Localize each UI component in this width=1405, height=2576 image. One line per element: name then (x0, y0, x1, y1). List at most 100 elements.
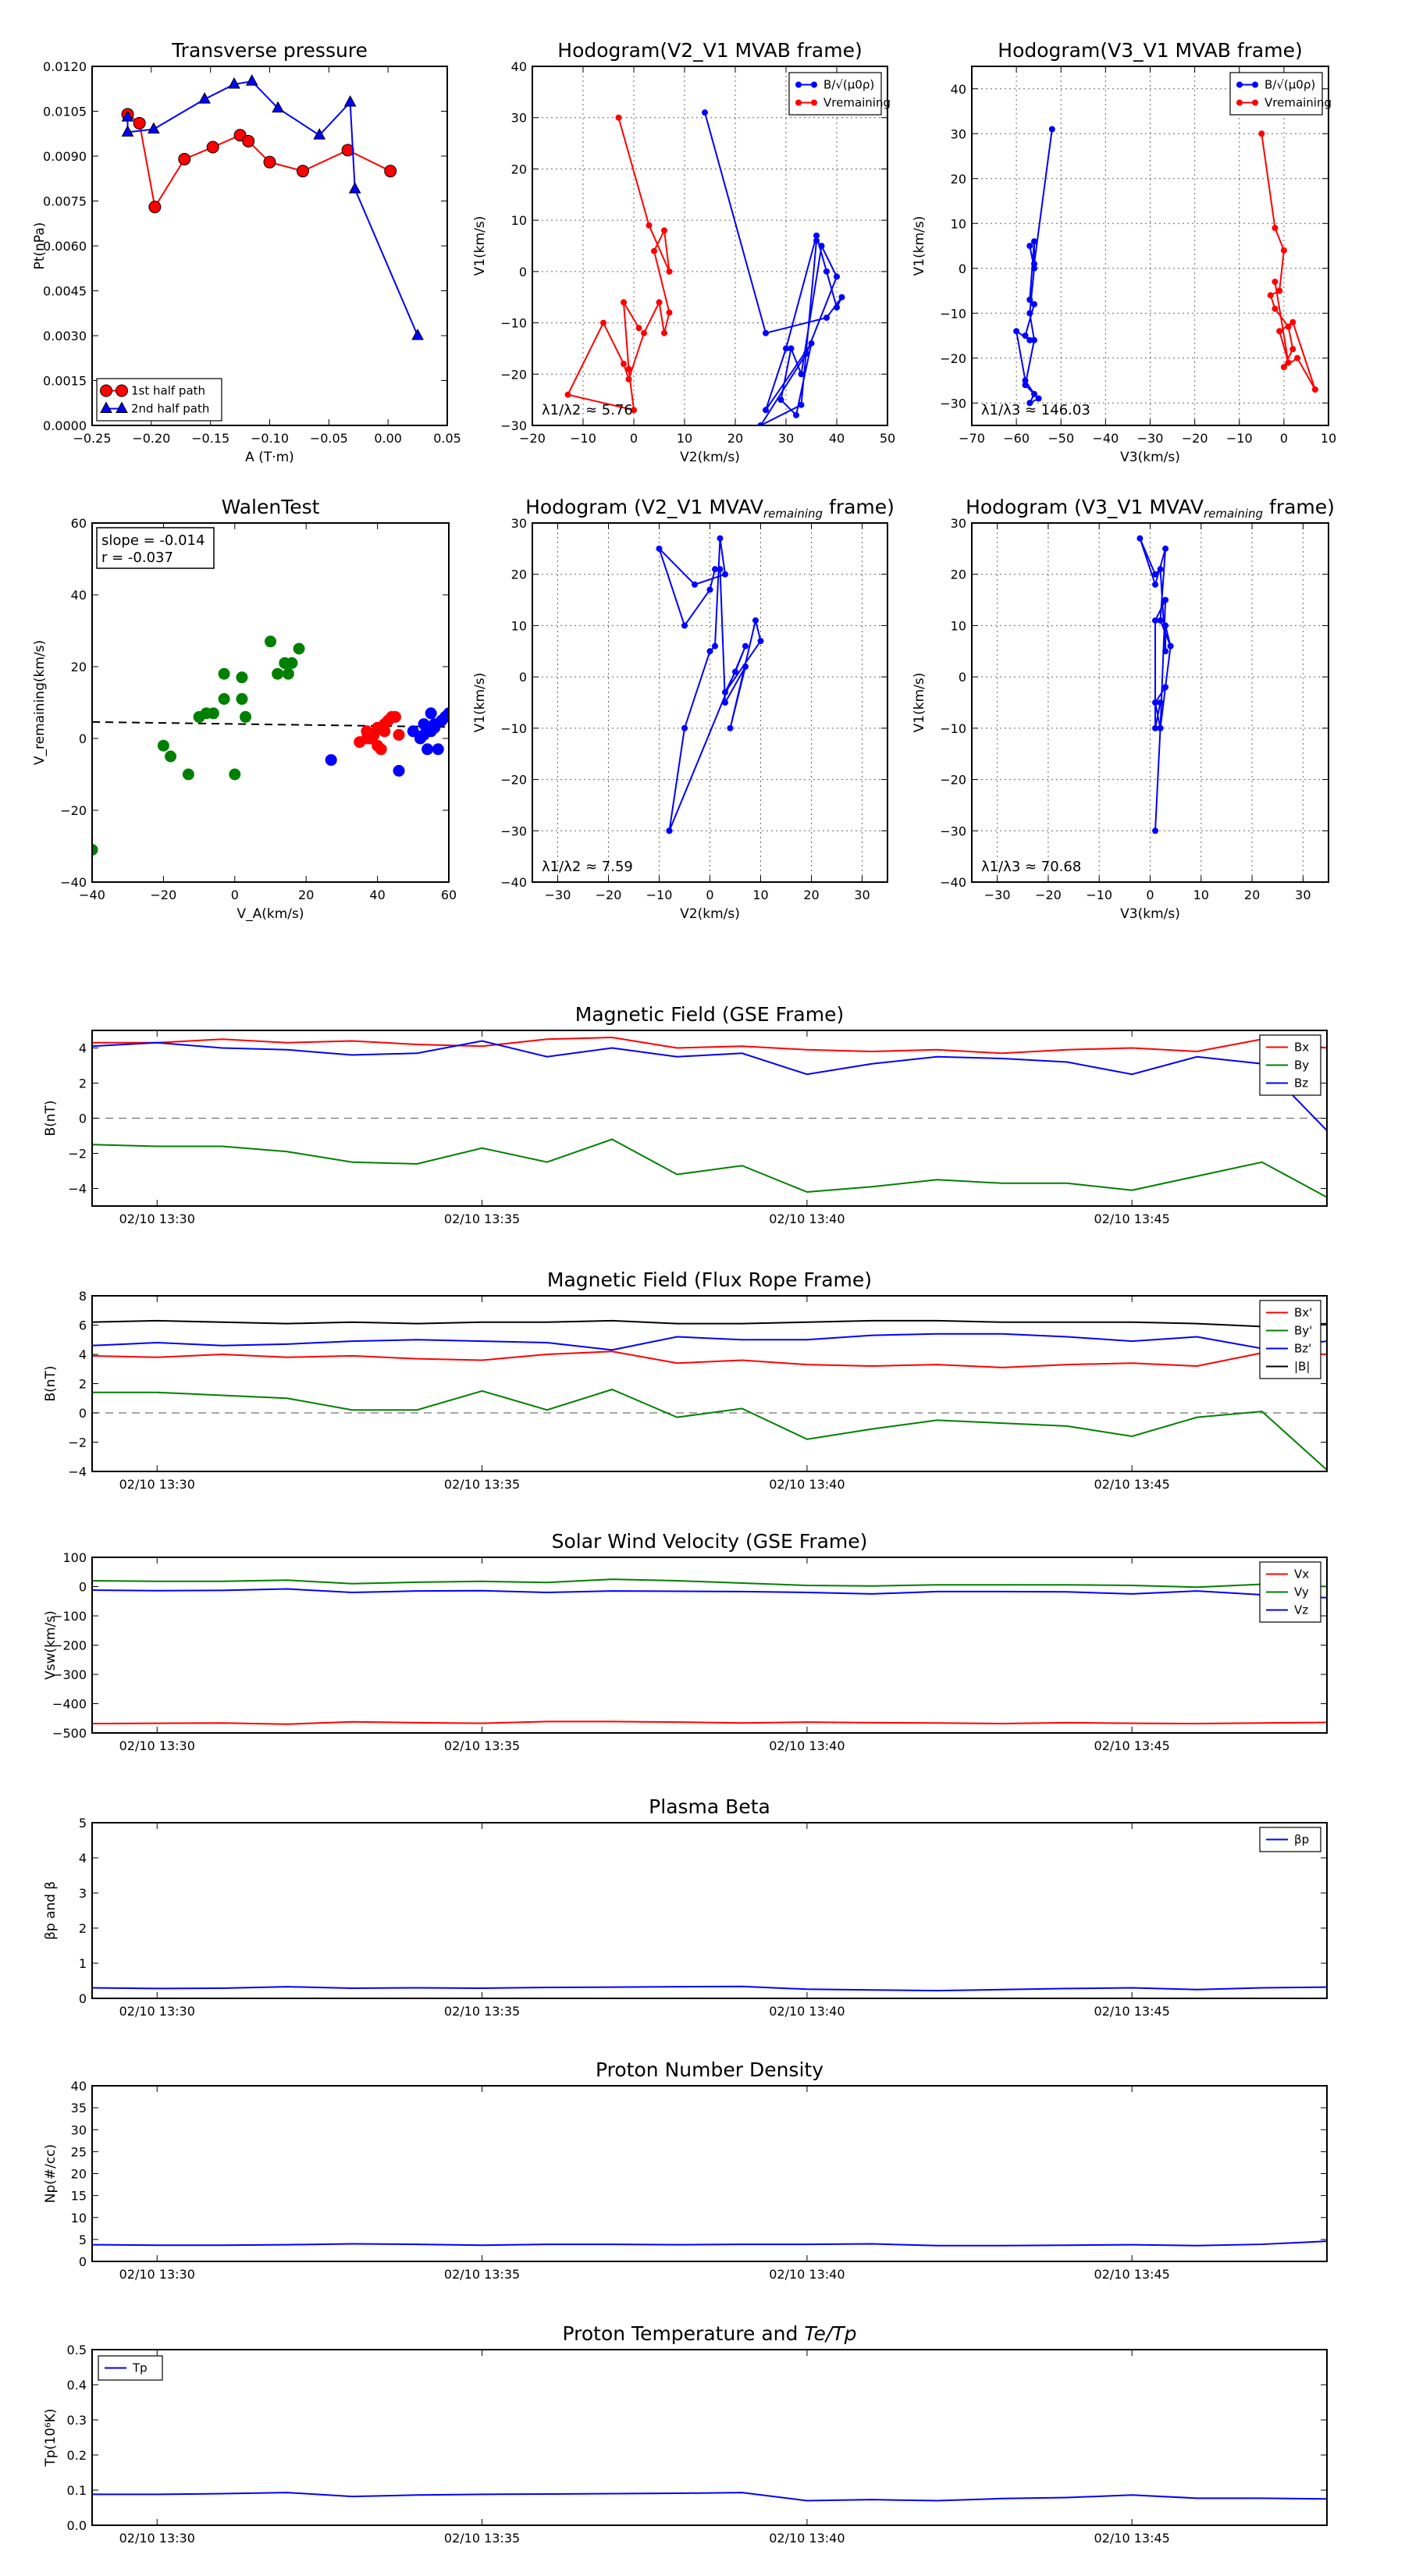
y-tick-label: 2 (79, 1377, 87, 1392)
data-point (757, 638, 764, 645)
data-point (1030, 238, 1037, 245)
data-point (788, 345, 795, 352)
x-tick-label: −60 (1003, 431, 1030, 446)
data-point (722, 699, 728, 706)
chart-8: Solar Wind Velocity (GSE Frame) 02/10 13:… (43, 1530, 1328, 1753)
x-tick-label: 20 (803, 888, 819, 902)
legend-item: 1st half path (100, 384, 205, 398)
y-tick-label: −30 (500, 418, 527, 433)
data-point (1162, 545, 1169, 552)
series-line-0 (92, 1036, 1327, 1055)
chart-0: Transverse pressure −0.25 −0.20 −0.15 −0.10 −… (32, 39, 461, 465)
data-point (838, 294, 845, 301)
data-point (121, 125, 134, 137)
x-tick-label: −20 (151, 888, 177, 902)
chart-6: Magnetic Field (GSE Frame) 02/10 13:30 02/… (43, 1003, 1328, 1226)
plot-frame (532, 522, 888, 883)
data-point (621, 299, 627, 306)
scatter-point (422, 743, 434, 756)
data-point (813, 237, 820, 244)
data-point (1311, 386, 1318, 393)
data-point (313, 128, 326, 140)
plot-area (1013, 126, 1318, 407)
data-point (651, 247, 657, 254)
legend: B/√(μ0ρ) Vremaining (1229, 72, 1332, 116)
y-axis-label: Np(#/cc) (43, 2144, 59, 2203)
x-tick-label: 30 (1295, 888, 1311, 902)
x-axis-label: V_A(km/s) (237, 906, 304, 922)
data-point (1285, 359, 1292, 366)
y-tick-label: 0.3 (67, 2413, 87, 2428)
series-line-1 (1261, 133, 1316, 390)
scatter-point (364, 732, 376, 745)
chart-10: Proton Number Density 02/10 13:30 02/10 13… (43, 2058, 1328, 2282)
legend: Vx Vy Vz (1259, 1561, 1321, 1623)
data-point (692, 581, 698, 588)
y-axis-label: V1(km/s) (472, 673, 488, 733)
x-tick-label: 02/10 13:40 (769, 2267, 845, 2282)
plot-frame (91, 2085, 1328, 2262)
y-tick-label: 0 (519, 265, 527, 279)
legend-item: Bz (1266, 1076, 1308, 1091)
data-point (798, 371, 805, 378)
y-tick-label: 5 (79, 1816, 87, 1831)
data-point (148, 201, 162, 214)
scatter-point (229, 768, 241, 781)
y-tick-label: −2 (68, 1436, 87, 1450)
x-axis-label: V3(km/s) (1120, 906, 1180, 922)
data-point (666, 268, 673, 275)
plot-area (92, 2492, 1327, 2502)
plot-frame (91, 1557, 1328, 1734)
y-tick-label: 40 (71, 588, 87, 603)
data-point (706, 586, 713, 593)
y-axis-label: Pt(nPa) (32, 222, 48, 270)
x-tick-label: 02/10 13:30 (119, 1477, 195, 1492)
y-tick-label: 0 (79, 1112, 87, 1126)
y-axis-label: Tp(10⁶K) (43, 2408, 59, 2467)
data-point (813, 232, 820, 239)
legend-box (96, 378, 222, 422)
y-tick-label: 0.0000 (43, 418, 87, 433)
y-tick-label: 40 (951, 82, 966, 97)
chart-2: Hodogram(V3_V1 MVAB frame) −70 −60 −50 −40 −3… (912, 39, 1336, 465)
y-tick-label: −4 (68, 1464, 87, 1479)
x-tick-label: 02/10 13:45 (1094, 1477, 1170, 1492)
x-tick-label: −0.10 (251, 431, 289, 446)
plot-frame (91, 66, 448, 426)
data-point (245, 74, 258, 86)
legend: βp (1259, 1827, 1321, 1852)
legend-item: Bz' (1266, 1342, 1311, 1356)
data-point (722, 688, 728, 696)
eigenvalue-ratio: λ1/λ3 ≈ 70.68 (981, 859, 1081, 875)
data-point (133, 116, 146, 130)
x-tick-label: 02/10 13:35 (444, 2004, 520, 2019)
data-point (1026, 243, 1033, 249)
scatter-point (443, 707, 449, 720)
data-point (1162, 596, 1169, 603)
legend-label: Vremaining (823, 96, 891, 110)
data-point (1162, 684, 1169, 691)
legend-marker (1252, 99, 1258, 106)
x-tick-label: 02/10 13:40 (769, 1212, 845, 1226)
y-tick-label: 0.0015 (43, 374, 87, 389)
data-point (1157, 566, 1164, 573)
y-tick-label: 0 (79, 2254, 87, 2269)
data-point (742, 664, 749, 670)
data-point (712, 566, 718, 573)
y-tick-label: 100 (62, 1550, 87, 1565)
y-tick-label: 30 (71, 2122, 87, 2137)
y-tick-label: 30 (511, 111, 527, 126)
data-point (818, 243, 825, 249)
chart-title: Proton Number Density (596, 2058, 823, 2081)
data-point (1162, 622, 1169, 629)
chart-3: WalenTest −40 −20 0 20 40 60 −40 −20 0 20 40 60 V_A(k… (32, 496, 457, 922)
x-tick-label: 02/10 13:40 (769, 2004, 845, 2019)
chart-1: Hodogram(V2_V1 MVAB frame) −20 −10 0 10 20 30 4… (472, 39, 895, 465)
scatter-point (182, 768, 194, 781)
legend-label: By' (1294, 1324, 1312, 1338)
plot-area (564, 109, 845, 425)
x-tick-label: 02/10 13:30 (119, 2267, 195, 2282)
eigenvalue-ratio: λ1/λ3 ≈ 146.03 (981, 402, 1090, 418)
data-point (1026, 297, 1033, 303)
